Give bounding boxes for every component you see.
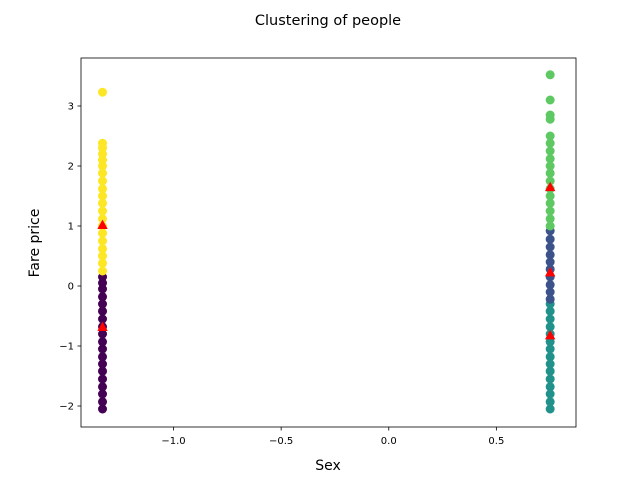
y-tick-label: 2 (68, 162, 74, 173)
chart-title: Clustering of people (255, 13, 401, 29)
data-point (545, 397, 555, 407)
data-point (98, 314, 108, 324)
data-point (98, 266, 108, 276)
centroid-marker (544, 330, 556, 340)
data-point (545, 294, 555, 304)
y-tick-label: 1 (68, 222, 74, 233)
data-point (98, 184, 108, 194)
x-tick-label: 0.5 (488, 436, 504, 447)
x-tick-label: 0.0 (381, 436, 397, 447)
y-tick-label: −1 (59, 342, 74, 353)
data-point (98, 206, 108, 216)
data-point (545, 191, 555, 201)
data-point (545, 404, 555, 414)
data-point (545, 287, 555, 297)
data-point (545, 344, 555, 354)
data-point (98, 138, 108, 148)
data-point (98, 228, 108, 238)
data-point (545, 374, 555, 384)
data-point (98, 366, 108, 376)
data-point (545, 306, 555, 316)
y-axis-ticks: −2 −1 0 1 2 3 (59, 102, 81, 413)
data-point (98, 359, 108, 369)
data-point (545, 280, 555, 290)
data-point (545, 389, 555, 399)
data-point (545, 146, 555, 156)
data-point (545, 161, 555, 171)
data-point (98, 214, 108, 224)
data-point (545, 352, 555, 362)
data-point (98, 404, 108, 414)
data-point (545, 257, 555, 267)
centroid-marker (544, 267, 556, 277)
centroids-layer (97, 181, 556, 340)
data-point (98, 292, 108, 302)
data-point (98, 352, 108, 362)
data-point (545, 154, 555, 164)
data-point (98, 168, 108, 178)
data-point (98, 191, 108, 201)
data-point (545, 359, 555, 369)
points-layer (98, 70, 555, 414)
centroid-marker (544, 181, 556, 192)
data-point (98, 389, 108, 399)
data-point (545, 198, 555, 208)
centroid-marker (97, 321, 108, 331)
data-point (98, 344, 108, 354)
data-point (98, 244, 108, 254)
data-point (98, 87, 108, 97)
y-tick-label: 0 (68, 282, 74, 293)
data-point (545, 131, 555, 141)
data-point (98, 251, 108, 261)
data-point (545, 138, 555, 148)
x-axis-ticks: −1.0 −0.5 0.0 0.5 (161, 427, 504, 447)
y-axis-label: Fare price (27, 209, 43, 278)
data-point (545, 176, 555, 186)
data-point (98, 329, 108, 339)
data-point (545, 366, 555, 376)
data-point (98, 337, 108, 347)
data-point (545, 250, 555, 260)
data-point (545, 168, 555, 178)
y-tick-label: 3 (68, 102, 74, 113)
data-point (545, 234, 555, 244)
centroid-marker (97, 219, 108, 229)
data-point (98, 176, 108, 186)
data-point (98, 397, 108, 407)
data-point (98, 306, 108, 316)
data-point (545, 214, 555, 224)
data-point (545, 242, 555, 252)
data-point (98, 198, 108, 208)
data-point (545, 322, 555, 332)
x-tick-label: −0.5 (269, 436, 293, 447)
x-axis-label: Sex (315, 458, 341, 474)
data-point (545, 95, 555, 105)
y-tick-label: −2 (59, 402, 74, 413)
data-point (98, 258, 108, 268)
plot-frame (80, 57, 577, 428)
data-point (545, 314, 555, 324)
x-tick-label: −1.0 (161, 436, 185, 447)
data-point (98, 374, 108, 384)
data-point (545, 70, 555, 80)
data-point (545, 110, 555, 120)
data-point (545, 337, 555, 347)
data-point (545, 382, 555, 392)
data-point (98, 236, 108, 246)
data-point (545, 206, 555, 216)
data-point (545, 221, 555, 231)
data-point (98, 299, 108, 309)
data-point (98, 382, 108, 392)
